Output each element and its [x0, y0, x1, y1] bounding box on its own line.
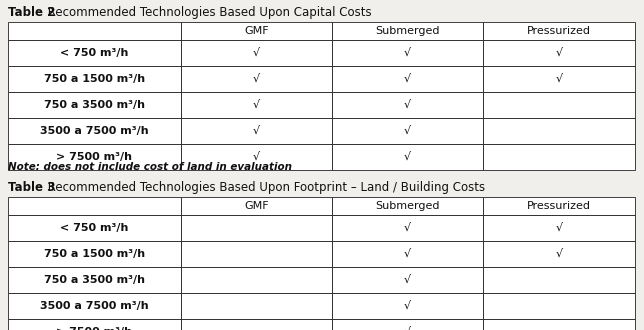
Text: Submerged: Submerged: [375, 26, 440, 36]
Bar: [8, 241, 181, 267]
Bar: [332, 319, 484, 330]
Bar: [181, 319, 332, 330]
Bar: [8, 215, 181, 241]
Text: GMF: GMF: [244, 201, 269, 211]
Bar: [181, 144, 332, 170]
Text: Recommended Technologies Based Upon Footprint – Land / Building Costs: Recommended Technologies Based Upon Foot…: [44, 181, 486, 194]
Text: 750 a 1500 m³/h: 750 a 1500 m³/h: [44, 249, 145, 259]
Bar: [8, 66, 181, 92]
Text: √: √: [404, 152, 412, 162]
Bar: [8, 22, 181, 40]
Text: 750 a 3500 m³/h: 750 a 3500 m³/h: [44, 100, 145, 110]
Text: √: √: [253, 126, 260, 136]
Text: √: √: [253, 48, 260, 58]
Bar: [332, 215, 484, 241]
Text: Submerged: Submerged: [375, 201, 440, 211]
Bar: [484, 215, 635, 241]
Text: √: √: [404, 126, 412, 136]
Bar: [181, 215, 332, 241]
Bar: [484, 267, 635, 293]
Bar: [484, 66, 635, 92]
Text: √: √: [556, 223, 563, 233]
Bar: [181, 92, 332, 118]
Text: GMF: GMF: [244, 26, 269, 36]
Bar: [8, 144, 181, 170]
Bar: [181, 241, 332, 267]
Text: Recommended Technologies Based Upon Capital Costs: Recommended Technologies Based Upon Capi…: [44, 6, 372, 19]
Bar: [181, 293, 332, 319]
Text: √: √: [404, 100, 412, 110]
Bar: [484, 40, 635, 66]
Text: Table 2: Table 2: [8, 6, 55, 19]
Text: Pressurized: Pressurized: [527, 201, 591, 211]
Text: > 7500 m³/h: > 7500 m³/h: [56, 327, 133, 330]
Text: √: √: [404, 301, 412, 311]
Bar: [8, 40, 181, 66]
Text: √: √: [404, 74, 412, 84]
Bar: [181, 118, 332, 144]
Text: < 750 m³/h: < 750 m³/h: [60, 48, 129, 58]
Text: √: √: [404, 275, 412, 285]
Bar: [484, 22, 635, 40]
Bar: [8, 197, 181, 215]
Text: √: √: [556, 249, 563, 259]
Text: √: √: [253, 100, 260, 110]
Bar: [181, 197, 332, 215]
Bar: [181, 267, 332, 293]
Bar: [181, 40, 332, 66]
Text: < 750 m³/h: < 750 m³/h: [60, 223, 129, 233]
Text: √: √: [404, 249, 412, 259]
Bar: [332, 92, 484, 118]
Text: Pressurized: Pressurized: [527, 26, 591, 36]
Text: Note: does not include cost of land in evaluation: Note: does not include cost of land in e…: [8, 162, 292, 172]
Bar: [484, 241, 635, 267]
Bar: [8, 118, 181, 144]
Bar: [484, 118, 635, 144]
Bar: [484, 319, 635, 330]
Bar: [484, 92, 635, 118]
Bar: [181, 66, 332, 92]
Bar: [332, 66, 484, 92]
Text: 3500 a 7500 m³/h: 3500 a 7500 m³/h: [40, 301, 149, 311]
Bar: [332, 197, 484, 215]
Bar: [484, 144, 635, 170]
Bar: [8, 92, 181, 118]
Text: 750 a 1500 m³/h: 750 a 1500 m³/h: [44, 74, 145, 84]
Text: Table 3: Table 3: [8, 181, 55, 194]
Bar: [332, 40, 484, 66]
Bar: [332, 22, 484, 40]
Bar: [332, 293, 484, 319]
Bar: [484, 197, 635, 215]
Bar: [8, 319, 181, 330]
Bar: [181, 22, 332, 40]
Bar: [332, 118, 484, 144]
Text: √: √: [404, 327, 412, 330]
Bar: [332, 144, 484, 170]
Bar: [484, 293, 635, 319]
Text: √: √: [253, 74, 260, 84]
Text: √: √: [404, 48, 412, 58]
Text: √: √: [404, 223, 412, 233]
Text: > 7500 m³/h: > 7500 m³/h: [56, 152, 133, 162]
Text: √: √: [556, 74, 563, 84]
Text: 3500 a 7500 m³/h: 3500 a 7500 m³/h: [40, 126, 149, 136]
Bar: [8, 267, 181, 293]
Text: √: √: [556, 48, 563, 58]
Bar: [8, 293, 181, 319]
Bar: [332, 241, 484, 267]
Text: 750 a 3500 m³/h: 750 a 3500 m³/h: [44, 275, 145, 285]
Text: √: √: [253, 152, 260, 162]
Bar: [332, 267, 484, 293]
